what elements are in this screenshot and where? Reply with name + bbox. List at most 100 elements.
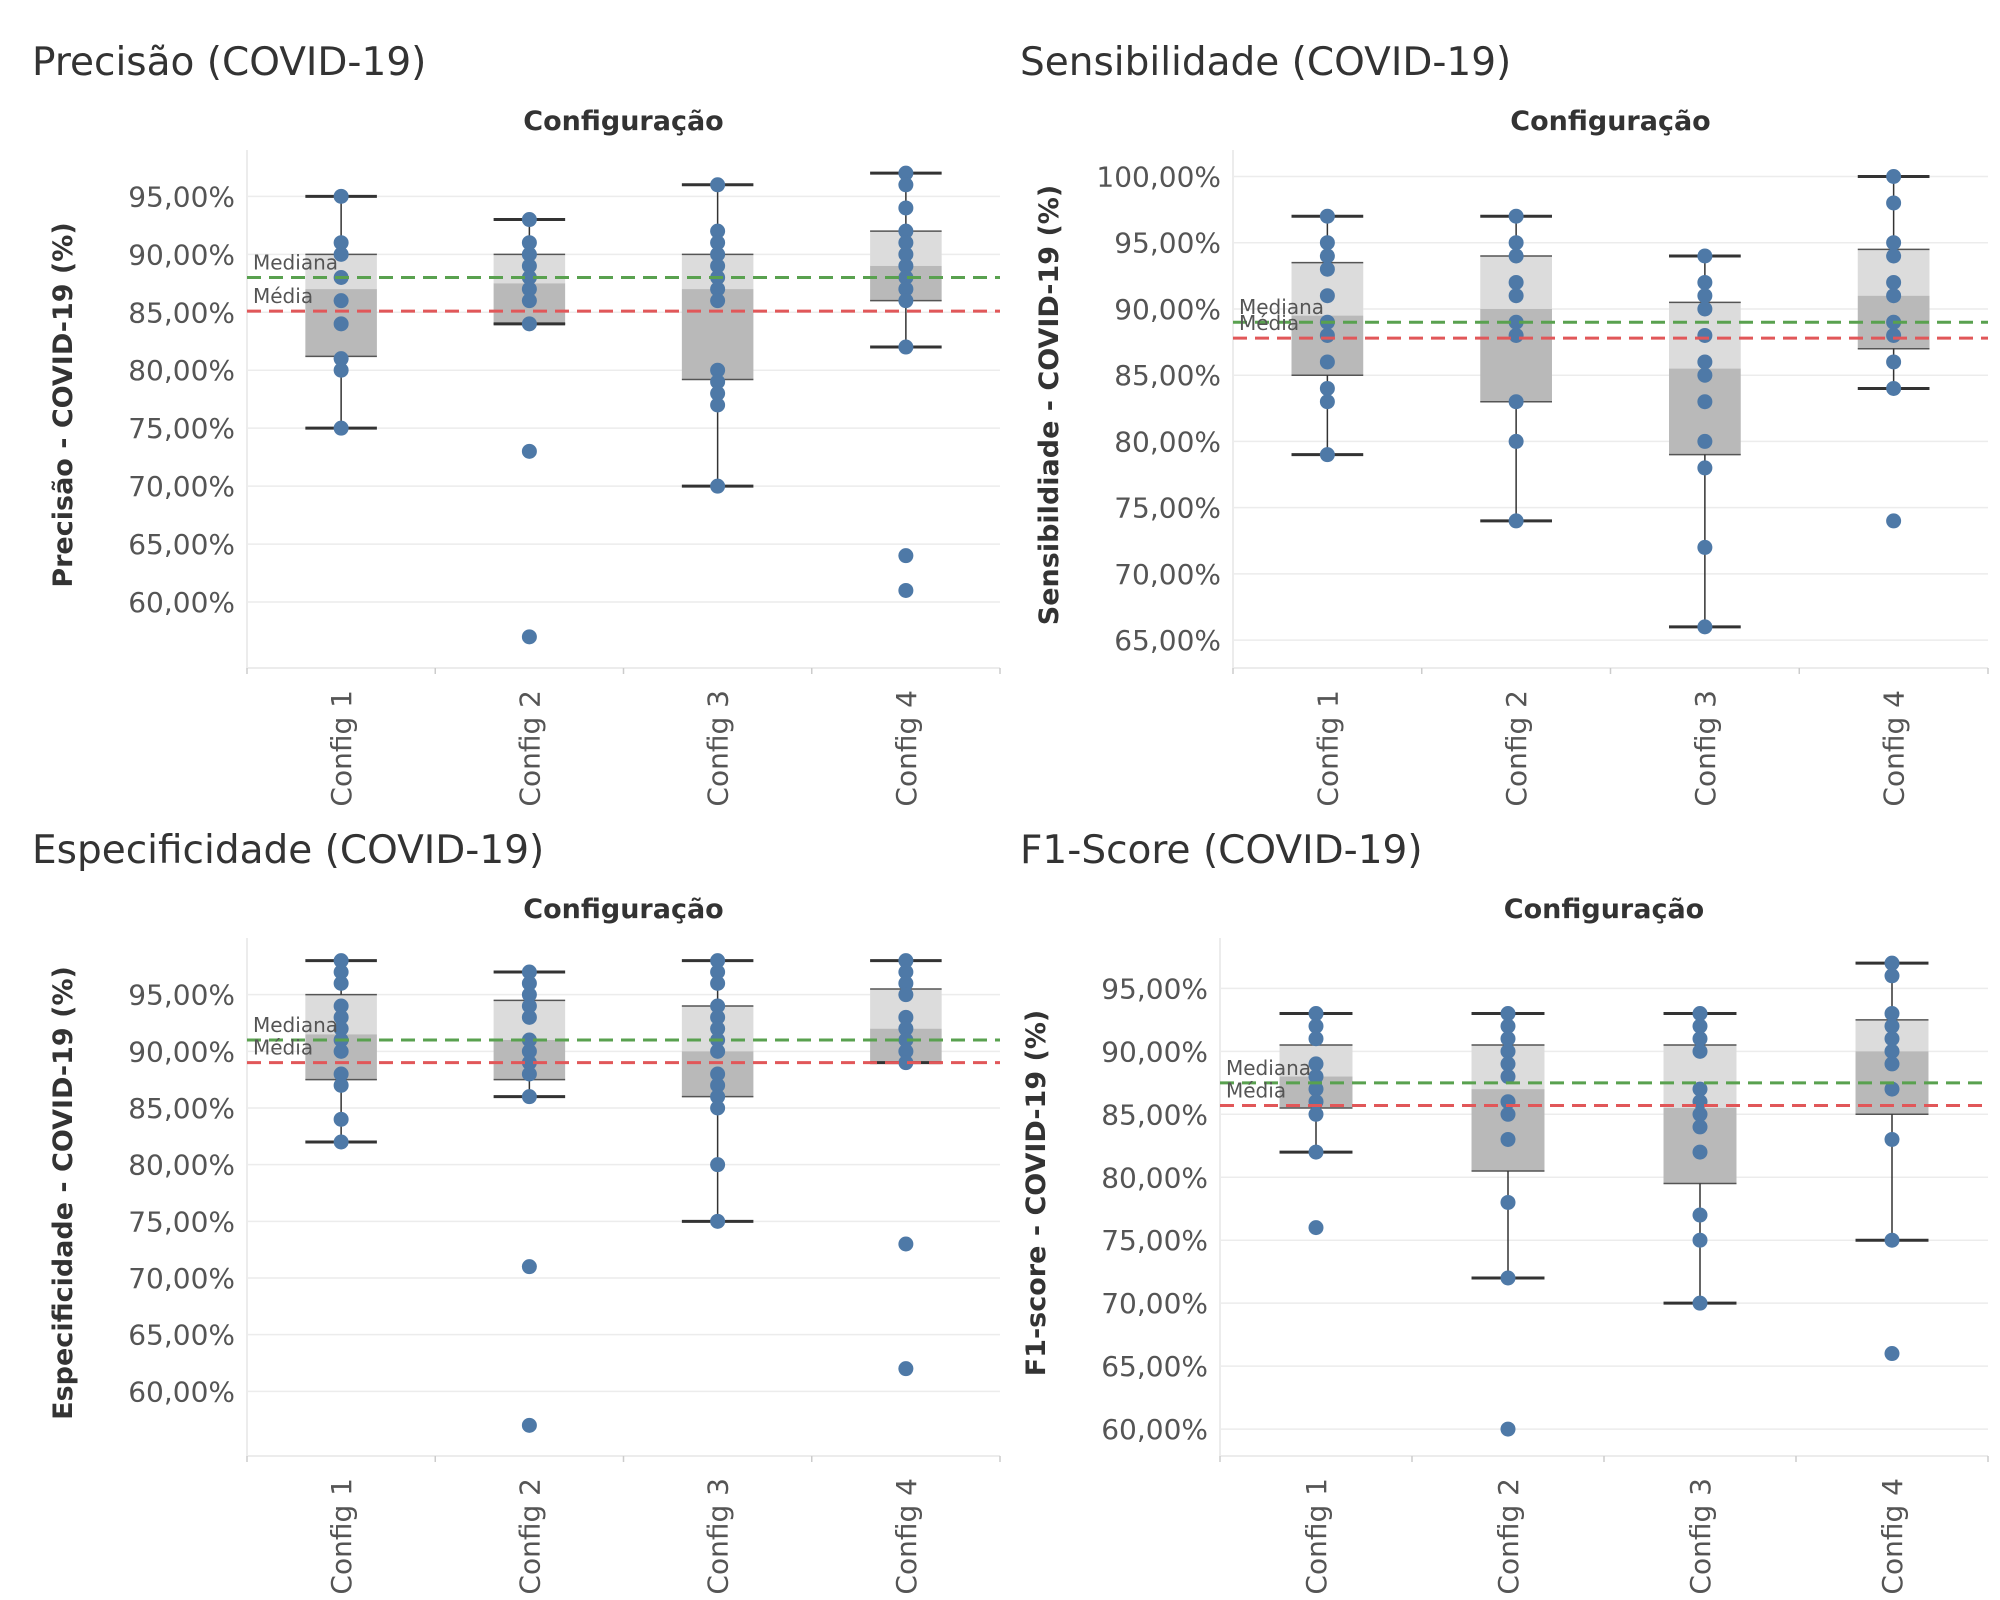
data-point (1308, 1018, 1324, 1034)
data-point (710, 293, 726, 309)
data-point (898, 1032, 914, 1048)
median-label: Mediana (253, 251, 338, 275)
data-point (710, 998, 726, 1014)
data-point (898, 987, 914, 1003)
data-point (710, 953, 726, 969)
y-tick-label: 95,00% (1101, 972, 1208, 1005)
data-point (898, 548, 914, 564)
chart-sensibilidade: Configuração Sensibildiade - COVID-19 (%)… (1034, 106, 1989, 807)
data-point (521, 998, 537, 1014)
panel-precisao: Precisão (COVID-19) Configuração Precisão… (32, 40, 1001, 807)
data-point (333, 1009, 349, 1025)
data-point (1308, 1106, 1324, 1122)
data-point (710, 374, 726, 390)
data-point (1308, 1220, 1324, 1236)
data-point (710, 1043, 726, 1059)
data-point (1692, 1018, 1708, 1034)
data-point (1884, 1131, 1900, 1147)
data-point (710, 478, 726, 494)
data-point (710, 1100, 726, 1116)
y-tick-label: 85,00% (128, 1092, 235, 1125)
data-point (333, 1134, 349, 1150)
mean-label: Média (1239, 311, 1299, 335)
data-point (333, 1021, 349, 1037)
x-category-label: Config 1 (1311, 690, 1344, 807)
data-point (710, 258, 726, 274)
x-category-label: Config 4 (1878, 690, 1911, 807)
data-point (1500, 1043, 1516, 1059)
data-point (1508, 248, 1524, 264)
y-tick-label: 60,00% (1101, 1413, 1208, 1446)
data-point (710, 1089, 726, 1105)
data-point (898, 339, 914, 355)
chart-f1-score: Configuração F1-score - COVID-19 (%) 60,00… (1021, 894, 1989, 1595)
data-point (333, 964, 349, 980)
data-point (1508, 394, 1524, 410)
data-point (1886, 327, 1902, 343)
y-tick-label: 85,00% (1114, 359, 1221, 392)
data-point (1884, 1006, 1900, 1022)
data-point (898, 953, 914, 969)
data-point (521, 1066, 537, 1082)
data-point (1319, 208, 1335, 224)
x-category-label: Config 4 (890, 1478, 923, 1595)
data-point (1697, 327, 1713, 343)
data-point (1508, 314, 1524, 330)
data-point (1508, 235, 1524, 251)
data-point (710, 223, 726, 239)
data-point (333, 1111, 349, 1127)
data-point (1500, 1106, 1516, 1122)
data-point (1319, 288, 1335, 304)
data-point (898, 293, 914, 309)
data-point (1884, 1043, 1900, 1059)
data-point (1884, 1056, 1900, 1072)
panel-title: Sensibilidade (COVID-19) (1020, 40, 1512, 85)
data-point (521, 975, 537, 991)
y-tick-label: 95,00% (1114, 227, 1221, 260)
data-point (333, 998, 349, 1014)
data-point (1886, 274, 1902, 290)
y-tick-label: 85,00% (1101, 1098, 1208, 1131)
y-axis-label: Sensibildiade - COVID-19 (%) (1034, 185, 1065, 625)
data-point (710, 385, 726, 401)
data-point (333, 975, 349, 991)
data-point (1500, 1031, 1516, 1047)
y-tick-label: 100,00% (1096, 160, 1221, 193)
y-tick-label: 80,00% (128, 1149, 235, 1182)
y-tick-label: 75,00% (1101, 1224, 1208, 1257)
data-point (1508, 274, 1524, 290)
x-category-label: Config 4 (1876, 1478, 1909, 1595)
data-point (1697, 367, 1713, 383)
data-point (1500, 1131, 1516, 1147)
data-point (898, 975, 914, 991)
data-point (898, 1043, 914, 1059)
data-point (1886, 513, 1902, 529)
data-point (1697, 433, 1713, 449)
data-point (333, 420, 349, 436)
data-point (521, 281, 537, 297)
chart-precisao: Configuração Precisão - COVID-19 (%) 60,00… (48, 106, 1001, 807)
x-category-label: Config 4 (890, 690, 923, 807)
data-point (333, 1043, 349, 1059)
data-point (1508, 513, 1524, 529)
mean-label: Média (253, 1036, 313, 1060)
y-tick-label: 60,00% (128, 586, 235, 619)
data-point (710, 177, 726, 193)
data-point (1692, 1043, 1708, 1059)
data-point (1308, 1144, 1324, 1160)
data-point (898, 964, 914, 980)
data-point (1500, 1069, 1516, 1085)
data-point (1692, 1031, 1708, 1047)
data-point (521, 1089, 537, 1105)
data-point (898, 1236, 914, 1252)
data-point (1319, 327, 1335, 343)
data-point (1508, 208, 1524, 224)
data-point (1886, 354, 1902, 370)
data-point (521, 1259, 537, 1275)
y-tick-label: 70,00% (1101, 1287, 1208, 1320)
x-category-label: Config 1 (1300, 1478, 1333, 1595)
data-point (521, 1032, 537, 1048)
data-point (898, 281, 914, 297)
data-point (898, 1009, 914, 1025)
x-category-label: Config 2 (1492, 1478, 1525, 1595)
